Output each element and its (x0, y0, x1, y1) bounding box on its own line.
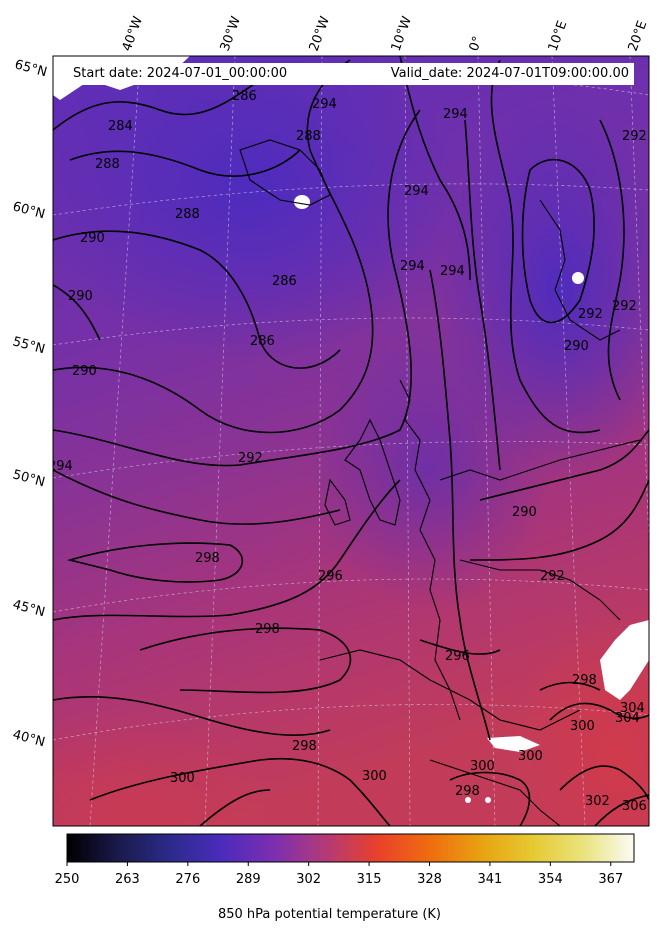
lat-label: 55°N (11, 334, 47, 357)
contour-label: 290 (72, 364, 97, 379)
lon-label: 40°W (120, 14, 146, 53)
contour-label: 300 (170, 771, 195, 786)
colorbar-tick-label: 250 (54, 872, 80, 887)
contour-label: 292 (612, 299, 637, 314)
graticule (53, 56, 649, 826)
contour-label: 286 (250, 334, 275, 349)
lon-label: 30°W (218, 14, 244, 53)
colorbar-tick-label: 289 (235, 872, 261, 887)
contour-label: 290 (512, 505, 537, 520)
contour-lines (53, 56, 649, 826)
contour-label: 294 (312, 97, 337, 112)
contour-label: 298 (195, 551, 220, 566)
contour-label: 292 (238, 451, 263, 466)
lat-label: 60°N (11, 199, 47, 222)
contour-label: 294 (400, 259, 425, 274)
contour-label: 300 (470, 759, 495, 774)
start-date-label: Start date: 2024-07-01_00:00:00 (73, 66, 288, 81)
contour-label: 294 (404, 184, 429, 199)
lon-label: 0° (467, 34, 486, 53)
colorbar-tick-label: 302 (296, 872, 322, 887)
latitude-labels: 65°N 60°N 55°N 50°N 45°N 40°N (11, 57, 49, 750)
temperature-field: 286 294 284 288 288 294 294 290 288 292 … (48, 56, 649, 826)
contour-label: 288 (95, 157, 120, 172)
lon-label: 10°W (389, 14, 415, 53)
contour-label: 296 (445, 649, 470, 664)
contour-label: 300 (518, 749, 543, 764)
contour-label: 294 (440, 264, 465, 279)
contour-label: 306 (622, 799, 647, 814)
contour-label: 298 (455, 784, 480, 799)
contour-label: 290 (564, 339, 589, 354)
colorbar-tick-label: 341 (477, 872, 503, 887)
lon-label: 10°E (546, 19, 571, 54)
lat-label: 45°N (11, 597, 47, 620)
contour-label: 304 (620, 701, 645, 716)
lat-label: 65°N (13, 57, 49, 80)
contour-label: 300 (570, 719, 595, 734)
contour-label: 286 (272, 274, 297, 289)
contour-label: 292 (622, 129, 647, 144)
contour-label: 294 (443, 107, 468, 122)
colorbar-tick-label: 276 (175, 872, 201, 887)
contour-label-group: 286 294 284 288 288 294 294 290 288 292 … (48, 89, 647, 814)
contour-label: 298 (255, 622, 280, 637)
lon-label: 20°W (307, 14, 333, 53)
lat-label: 50°N (11, 467, 47, 490)
contour-label: 294 (48, 459, 73, 474)
contour-label: 302 (585, 794, 610, 809)
colorbar-tick-label: 315 (356, 872, 382, 887)
contour-label: 284 (108, 119, 133, 134)
contour-label: 288 (296, 129, 321, 144)
colorbar (66, 833, 635, 863)
valid-date-label: Valid_date: 2024-07-01T09:00:00.00 (390, 66, 629, 81)
header-box (66, 63, 634, 85)
lat-label: 40°N (11, 727, 47, 750)
contour-label: 298 (292, 739, 317, 754)
lon-label: 20°E (626, 19, 651, 54)
contour-label: 300 (362, 769, 387, 784)
map-frame (52, 55, 650, 827)
contour-label: 286 (232, 89, 257, 104)
colorbar-ticks (66, 862, 612, 866)
contour-label: 292 (540, 569, 565, 584)
contour-label: 290 (80, 231, 105, 246)
coastlines (239, 139, 641, 826)
colorbar-title: 850 hPa potential temperature (K) (217, 907, 441, 922)
contour-label: 290 (68, 289, 93, 304)
colorbar-tick-label: 263 (114, 872, 140, 887)
longitude-labels: 40°W 30°W 20°W 10°W 0° 10°E 20°E (120, 14, 651, 53)
colorbar-tick-label: 367 (598, 872, 624, 887)
contour-label: 298 (572, 673, 597, 688)
contour-label: 296 (318, 569, 343, 584)
contour-label: 292 (578, 307, 603, 322)
colorbar-tick-label: 354 (537, 872, 563, 887)
colorbar-tick-label: 328 (417, 872, 442, 887)
contour-label: 288 (175, 207, 200, 222)
contour-label: 304 (615, 711, 640, 726)
